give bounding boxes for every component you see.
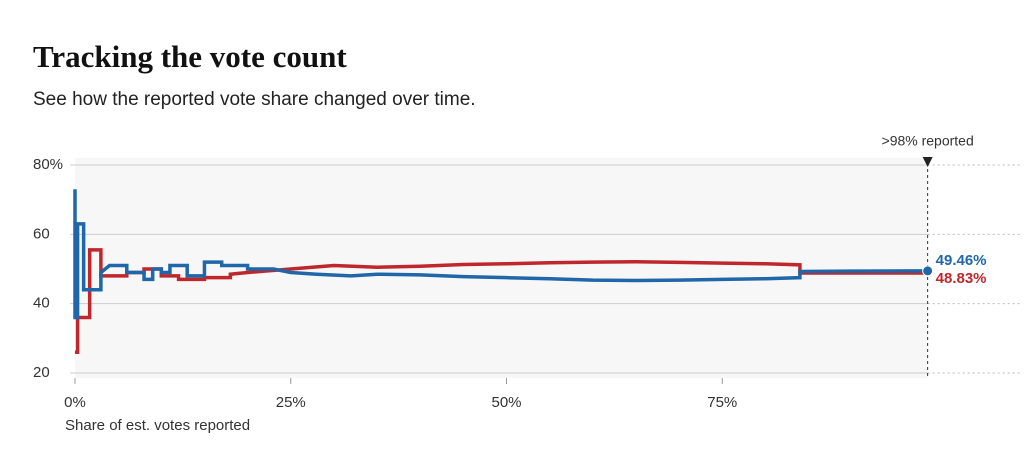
x-tick-label: 25% [276, 394, 306, 411]
annotation: >98% reported [882, 133, 974, 149]
y-tick-label: 80% [33, 156, 63, 173]
plot-background [75, 158, 928, 378]
y-tick-label: 60 [33, 225, 50, 242]
x-tick-label: 75% [707, 394, 737, 411]
reported-marker [922, 157, 933, 167]
end-label: 49.46% [936, 252, 987, 269]
end-dot [922, 265, 934, 277]
series-line [73, 189, 928, 320]
y-tick-label: 20 [33, 364, 50, 381]
end-label: 48.83% [936, 270, 987, 287]
x-tick-label: 50% [491, 394, 521, 411]
chart-subtitle: See how the reported vote share changed … [33, 89, 476, 110]
x-tick-label: 0% [64, 394, 86, 411]
y-tick-label: 40 [33, 295, 50, 312]
series-line [75, 248, 928, 354]
x-axis-label: Share of est. votes reported [65, 417, 250, 434]
chart-title: Tracking the vote count [33, 39, 347, 74]
